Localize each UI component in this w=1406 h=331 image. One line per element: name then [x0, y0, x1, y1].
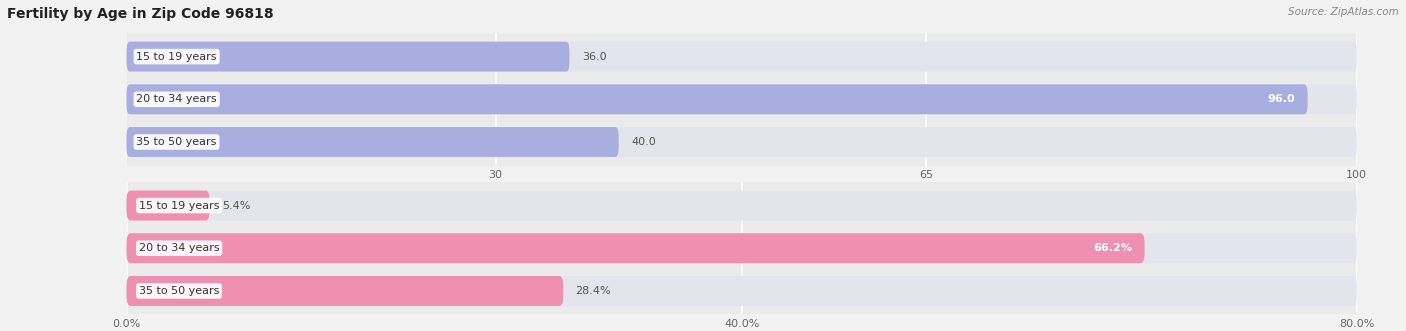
FancyBboxPatch shape — [127, 127, 619, 157]
Text: 66.2%: 66.2% — [1094, 243, 1132, 253]
FancyBboxPatch shape — [127, 42, 1357, 71]
Text: 20 to 34 years: 20 to 34 years — [139, 243, 219, 253]
FancyBboxPatch shape — [127, 191, 1357, 220]
FancyBboxPatch shape — [127, 233, 1357, 263]
FancyBboxPatch shape — [127, 276, 564, 306]
Text: 15 to 19 years: 15 to 19 years — [139, 201, 219, 211]
FancyBboxPatch shape — [127, 276, 1357, 306]
Text: 28.4%: 28.4% — [575, 286, 612, 296]
FancyBboxPatch shape — [127, 191, 209, 220]
Text: 5.4%: 5.4% — [222, 201, 250, 211]
FancyBboxPatch shape — [127, 84, 1357, 114]
FancyBboxPatch shape — [127, 233, 1144, 263]
Text: 20 to 34 years: 20 to 34 years — [136, 94, 217, 104]
Text: 15 to 19 years: 15 to 19 years — [136, 52, 217, 62]
Text: 35 to 50 years: 35 to 50 years — [136, 137, 217, 147]
Text: Source: ZipAtlas.com: Source: ZipAtlas.com — [1288, 7, 1399, 17]
FancyBboxPatch shape — [127, 127, 1357, 157]
Text: 36.0: 36.0 — [582, 52, 606, 62]
FancyBboxPatch shape — [127, 42, 569, 71]
FancyBboxPatch shape — [127, 84, 1308, 114]
Text: 35 to 50 years: 35 to 50 years — [139, 286, 219, 296]
Text: Fertility by Age in Zip Code 96818: Fertility by Age in Zip Code 96818 — [7, 7, 274, 21]
Text: 96.0: 96.0 — [1268, 94, 1295, 104]
Text: 40.0: 40.0 — [631, 137, 655, 147]
